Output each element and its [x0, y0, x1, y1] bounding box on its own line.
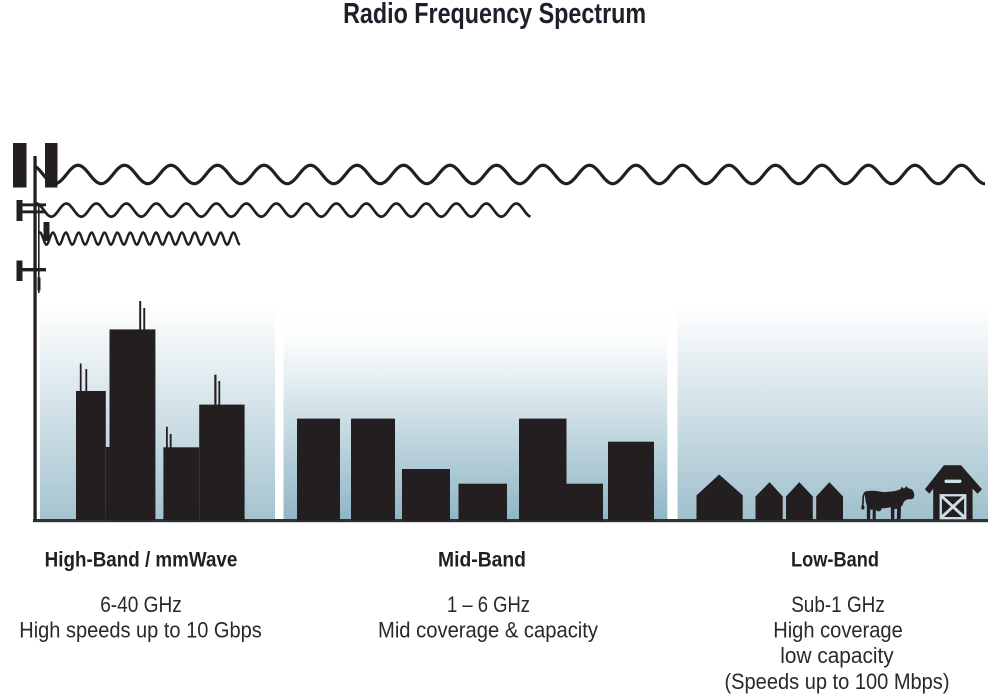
svg-text:6-40 GHz: 6-40 GHz: [100, 592, 182, 617]
svg-text:Mid coverage & capacity: Mid coverage & capacity: [378, 617, 599, 642]
svg-text:1 – 6 GHz: 1 – 6 GHz: [447, 592, 530, 617]
svg-text:Mid-Band: Mid-Band: [438, 548, 526, 572]
svg-text:Low-Band: Low-Band: [791, 548, 879, 572]
svg-text:High speeds up to 10 Gbps: High speeds up to 10 Gbps: [19, 617, 261, 642]
svg-text:Radio Frequency Spectrum: Radio Frequency Spectrum: [343, 0, 646, 30]
svg-text:High-Band / mmWave: High-Band / mmWave: [45, 548, 238, 572]
svg-text:Sub-1 GHz: Sub-1 GHz: [791, 592, 885, 617]
svg-text:High coverage: High coverage: [773, 617, 903, 642]
svg-text:(Speeds up to 100 Mbps): (Speeds up to 100 Mbps): [725, 669, 950, 694]
svg-text:low capacity: low capacity: [780, 643, 894, 668]
